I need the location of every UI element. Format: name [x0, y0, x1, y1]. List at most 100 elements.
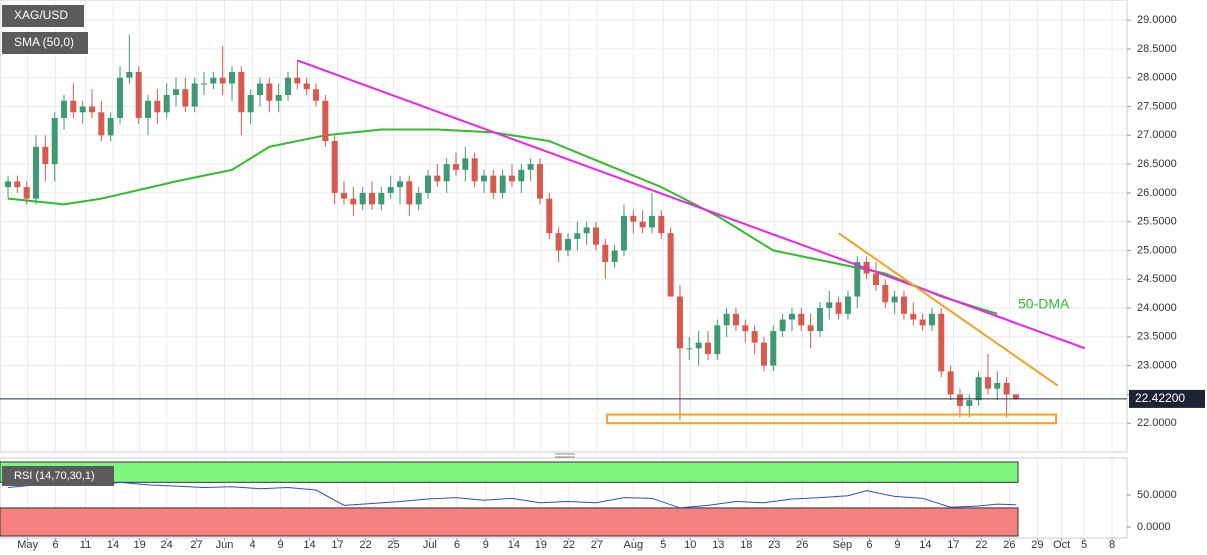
x-tick-label: 11 — [80, 539, 91, 551]
candle-body — [340, 192, 347, 199]
candle-body — [639, 221, 646, 228]
candle-body — [574, 233, 581, 239]
candle-body — [938, 313, 945, 372]
y-tick-label: 26.5000 — [1137, 158, 1177, 170]
candle-body — [760, 342, 767, 366]
candle-body — [592, 227, 599, 245]
y-tick-label: 24.5000 — [1137, 273, 1177, 285]
x-tick-label: 19 — [535, 539, 547, 551]
candle-body — [807, 325, 814, 332]
candle-body — [527, 164, 534, 170]
candle-body — [285, 77, 292, 96]
candle-body — [723, 313, 730, 326]
symbol-label: XAG/USD — [14, 8, 68, 22]
x-tick-label: 14 — [303, 539, 315, 551]
candle-body — [648, 215, 655, 228]
y-tick-label: 25.5000 — [1137, 216, 1177, 228]
candle-body — [350, 198, 357, 205]
candle-body — [154, 100, 161, 113]
candle-body — [583, 227, 590, 234]
x-tick-label: 10 — [684, 539, 696, 551]
candle-body — [900, 296, 907, 314]
candle-body — [201, 83, 208, 85]
y-tick-label: 23.5000 — [1137, 331, 1177, 343]
x-tick-label: Jun — [216, 539, 234, 551]
label-box — [2, 5, 84, 27]
x-tick-label: 19 — [133, 539, 145, 551]
candle-body — [667, 233, 674, 297]
y-tick-label: 50.0000 — [1137, 489, 1177, 501]
candle-body — [919, 319, 926, 326]
candle-body — [61, 100, 68, 119]
x-tick-label: 22 — [975, 539, 987, 551]
annotation: 50-DMA — [1018, 296, 1070, 312]
candle-body — [546, 198, 553, 234]
candle-body — [536, 164, 543, 199]
candle-body — [966, 400, 973, 406]
candle-body — [956, 394, 963, 406]
x-tick-label: 27 — [190, 539, 202, 551]
x-tick-label: Sep — [833, 539, 853, 551]
candle-body — [23, 187, 30, 199]
x-tick-label: 26 — [796, 539, 808, 551]
candle-body — [891, 296, 898, 303]
y-tick-label: 25.0000 — [1137, 244, 1177, 256]
y-tick-label: 0.0000 — [1137, 521, 1171, 533]
candle-body — [816, 308, 823, 332]
rsi-overbought-band — [0, 461, 1019, 483]
candle-body — [1012, 394, 1019, 400]
price-box — [1129, 389, 1205, 408]
candle-body — [928, 313, 935, 326]
x-tick-label: 17 — [947, 539, 959, 551]
candle-body — [994, 382, 1001, 389]
candle-body — [695, 342, 702, 349]
x-tick-label: Aug — [624, 539, 644, 551]
y-tick-label: 28.0000 — [1137, 72, 1177, 84]
candle-body — [247, 95, 254, 113]
candle-body — [191, 83, 198, 107]
candle-body — [835, 302, 842, 314]
candle-body — [686, 348, 693, 350]
x-tick-label: 14 — [919, 539, 931, 551]
candle-body — [434, 175, 441, 182]
candle-body — [564, 238, 571, 251]
candle-body — [51, 118, 58, 165]
candle-body — [415, 192, 422, 205]
candle-body — [219, 77, 226, 84]
candle-body — [471, 158, 478, 182]
candle-body — [658, 215, 665, 234]
candle-body — [98, 112, 105, 136]
candle-body — [126, 71, 133, 78]
x-tick-label: 8 — [1109, 539, 1115, 551]
x-tick-label: 9 — [483, 539, 489, 551]
candle-body — [630, 215, 637, 222]
price-label: 22.42200 — [1135, 391, 1185, 405]
x-tick-label: 18 — [740, 539, 752, 551]
candle-body — [770, 331, 777, 366]
candle-body — [163, 95, 170, 113]
candle-body — [480, 175, 487, 182]
x-tick-label: 17 — [331, 539, 343, 551]
candle-body — [910, 313, 917, 320]
candle-body — [984, 377, 991, 389]
candle-body — [368, 192, 375, 205]
x-tick-label: 24 — [161, 539, 173, 551]
candle-body — [499, 175, 506, 193]
candle-body — [14, 181, 21, 188]
candle-body — [303, 83, 310, 90]
candle-body — [882, 285, 889, 303]
candle-body — [331, 141, 338, 193]
candle-body — [5, 181, 12, 188]
candle-body — [443, 164, 450, 182]
x-tick-label: 25 — [387, 539, 399, 551]
candle-body — [602, 244, 609, 262]
candle-body — [257, 83, 264, 96]
candle-body — [798, 313, 805, 326]
rsi-label: RSI (14,70,30,1) — [14, 470, 95, 482]
candle-body — [275, 95, 282, 101]
rsi-line — [7, 481, 1016, 509]
candle-body — [294, 77, 301, 84]
x-tick-label: 9 — [894, 539, 900, 551]
candle-body — [378, 192, 385, 205]
candle-body — [107, 118, 114, 136]
